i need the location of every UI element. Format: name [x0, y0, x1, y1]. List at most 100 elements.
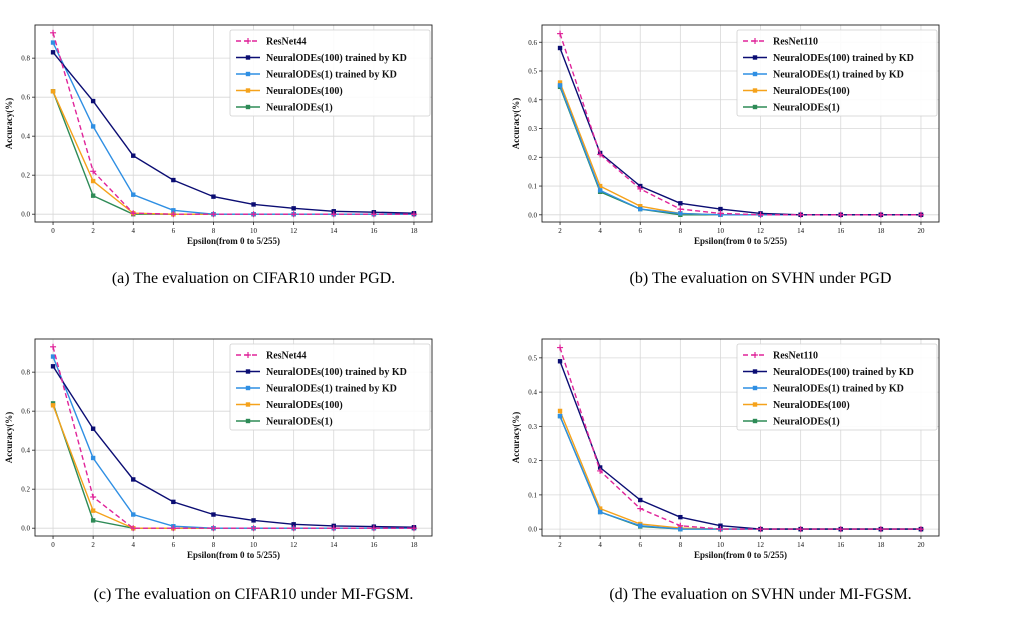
data-point [597, 151, 604, 158]
data-point [90, 518, 96, 523]
series-line-ode1 [559, 415, 921, 530]
data-point [917, 526, 924, 533]
chart-c-caption: (c) The evaluation on CIFAR10 under MI-F… [93, 586, 414, 603]
legend-label: NeuralODEs(1) trained by KD [773, 70, 904, 81]
legend-box [736, 29, 938, 117]
y-tick-label: 0.4 [528, 96, 537, 104]
y-tick-label: 0.6 [528, 39, 537, 47]
data-point [90, 493, 97, 500]
plot-frame [541, 24, 940, 223]
chart-b-caption: (b) The evaluation on SVHN under PGD [629, 270, 892, 287]
legend-swatch-marker [245, 88, 251, 93]
y-tick-label: 0.4 [21, 133, 30, 141]
data-point [210, 525, 217, 532]
x-tick-label: 8 [212, 541, 216, 549]
x-axis-label: Epsilon(from 0 to 5/255) [694, 236, 787, 246]
legend-swatch-marker [752, 104, 758, 110]
x-tick-label: 12 [757, 227, 765, 235]
data-point [50, 354, 56, 359]
data-point [330, 525, 337, 532]
legend-swatch-marker [752, 402, 758, 407]
data-point [90, 168, 97, 175]
data-point [557, 359, 563, 364]
data-point [50, 343, 57, 350]
y-axis-label: Accuracy(%) [511, 412, 521, 463]
chart-a-svg: 0 2 4 6 8 10 12 14 16 18 0.0 0.2 0.4 0.6 0.8 Epsilon(fr… [4, 24, 433, 246]
plot-frame [34, 24, 433, 223]
legend-label: ResNet44 [266, 37, 307, 48]
data-point [370, 525, 377, 532]
legend-box [229, 29, 431, 117]
data-point [50, 89, 56, 94]
legend-label: NeuralODEs(1) [773, 103, 840, 114]
x-tick-label: 2 [91, 227, 95, 235]
x-tick-label: 6 [172, 541, 176, 549]
legend-label: NeuralODEs(1) trained by KD [266, 384, 397, 395]
data-point [131, 192, 136, 197]
data-point [370, 211, 377, 218]
x-tick-label: 14 [797, 227, 805, 235]
y-tick-label: 0.6 [21, 94, 30, 102]
chart-panel-a: 0 2 4 6 8 10 12 14 16 18 0.0 0.2 0.4 0.6 0.8 Epsilon(fr… [0, 0, 507, 314]
series-line-kd1 [559, 415, 921, 530]
x-tick-label: 18 [410, 541, 418, 549]
y-tick-label: 0.0 [21, 211, 30, 219]
chart-d-caption: (d) The evaluation on SVHN under MI-FGSM… [609, 586, 912, 603]
legend-swatch-marker [245, 104, 251, 110]
data-point [251, 518, 256, 523]
legend-box [736, 343, 938, 431]
x-tick-label: 10 [250, 541, 258, 549]
legend-label: NeuralODEs(100) trained by KD [773, 367, 914, 378]
data-point [211, 194, 216, 199]
x-tick-label: 0 [51, 227, 55, 235]
data-point [597, 188, 603, 193]
data-point [557, 45, 563, 51]
legend: ResNet110 NeuralODEs(100) trained by KD Ne… [736, 29, 938, 117]
chart-panel-b: 2 4 6 8 10 12 14 16 18 20 0.0 0.1 0.2 0.3 0.4 0.5 0.6 Eps… [507, 0, 1014, 314]
x-tick-label: 18 [877, 541, 885, 549]
data-point [837, 526, 844, 533]
data-point [638, 523, 643, 528]
data-point [717, 526, 724, 533]
data-point [250, 525, 257, 532]
x-tick-label: 20 [917, 541, 925, 549]
data-point [130, 210, 137, 217]
legend-label: NeuralODEs(100) trained by KD [266, 53, 407, 64]
x-tick-label: 16 [370, 541, 378, 549]
y-tick-label: 0.5 [528, 68, 537, 76]
x-tick-label: 18 [410, 227, 418, 235]
y-tick-label: 0.2 [21, 486, 30, 494]
x-axis-label: Epsilon(from 0 to 5/255) [694, 550, 787, 560]
x-tick-label: 6 [638, 541, 642, 549]
data-point [291, 206, 296, 211]
legend-swatch-marker [752, 71, 758, 77]
y-tick-label: 0.3 [528, 125, 537, 133]
data-point [90, 455, 96, 461]
x-tick-label: 4 [598, 227, 602, 235]
legend-label: ResNet110 [773, 351, 818, 362]
series-line-kd1 [52, 42, 414, 215]
legend-swatch-marker [245, 385, 251, 391]
y-axis-label: Accuracy(%) [511, 98, 521, 149]
data-point [90, 98, 96, 104]
chart-b-svg: 2 4 6 8 10 12 14 16 18 20 0.0 0.1 0.2 0.3 0.4 0.5 0.6 Eps… [511, 24, 940, 246]
data-point [171, 499, 176, 505]
legend-swatch-marker [752, 55, 758, 60]
plot-frame [541, 338, 940, 537]
y-tick-label: 0.8 [21, 369, 30, 377]
data-point [597, 509, 603, 515]
data-point [678, 211, 683, 216]
x-tick-label: 2 [91, 541, 95, 549]
data-point [131, 512, 136, 517]
y-axis-label: Accuracy(%) [4, 98, 14, 149]
legend-swatch-marker [245, 71, 251, 77]
data-point [90, 426, 96, 431]
data-point [210, 211, 217, 218]
data-point [50, 29, 57, 36]
x-tick-label: 16 [370, 227, 378, 235]
x-tick-label: 0 [51, 541, 55, 549]
y-axis-label: Accuracy(%) [4, 412, 14, 463]
y-tick-label: 0.4 [21, 447, 30, 455]
data-point [251, 202, 256, 207]
data-point [130, 525, 137, 532]
